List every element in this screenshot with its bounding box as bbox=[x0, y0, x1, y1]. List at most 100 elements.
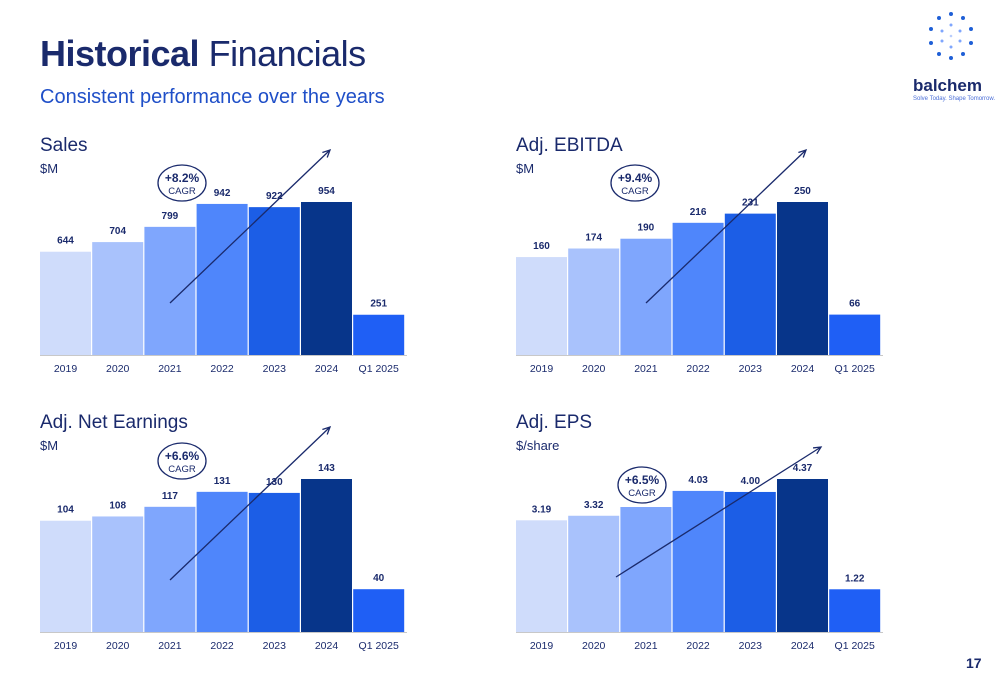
page-number: 17 bbox=[966, 655, 982, 671]
cagr-label: CAGR bbox=[621, 186, 649, 197]
cagr-label: CAGR bbox=[168, 464, 196, 475]
tick-label: 2024 bbox=[315, 640, 339, 652]
chart-adj-ebitda: 1602019174202019020212162022231202325020… bbox=[516, 135, 976, 385]
bar bbox=[829, 589, 881, 632]
tick-label: 2021 bbox=[634, 363, 658, 375]
chart-unit: $M bbox=[40, 161, 59, 176]
cagr-value: +6.6% bbox=[165, 449, 200, 463]
bar bbox=[568, 248, 620, 355]
cagr-label: CAGR bbox=[628, 488, 656, 499]
data-label: 190 bbox=[638, 223, 655, 234]
chart-title: Adj. EBITDA bbox=[516, 135, 623, 156]
data-label: 104 bbox=[57, 505, 74, 516]
data-label: 130 bbox=[266, 477, 283, 488]
chart-adj-eps: 3.1920193.3220203.5720214.0320224.002023… bbox=[516, 412, 976, 662]
bar bbox=[92, 516, 144, 632]
tick-label: 2022 bbox=[210, 640, 234, 652]
trend-arrow bbox=[645, 149, 807, 304]
bar bbox=[40, 520, 91, 632]
trend-arrow bbox=[169, 426, 331, 581]
tick-label: 2019 bbox=[54, 363, 78, 375]
chart-sales-svg: 644 2019 704 2020 799 2021 942 2022 922 2023 954 20… bbox=[40, 148, 407, 375]
tick-label: 2021 bbox=[634, 640, 658, 652]
tick-label: 2023 bbox=[739, 363, 763, 375]
bar bbox=[777, 202, 828, 355]
tick-label: 2021 bbox=[158, 363, 182, 375]
data-label: 216 bbox=[690, 207, 707, 218]
tick-label: 2021 bbox=[158, 640, 182, 652]
data-label: 644 bbox=[57, 236, 74, 247]
bar bbox=[196, 491, 248, 632]
data-label: 66 bbox=[849, 299, 861, 310]
bar bbox=[353, 589, 405, 632]
data-label: 143 bbox=[318, 463, 335, 474]
chart-unit: $M bbox=[40, 438, 59, 453]
logo-tagline: Solve Today. Shape Tomorrow. bbox=[913, 96, 996, 102]
data-label: 942 bbox=[214, 188, 231, 199]
bar bbox=[672, 222, 724, 355]
page-title-rest: Financials bbox=[208, 33, 367, 74]
chart-title: Adj. EPS bbox=[516, 412, 593, 433]
bar bbox=[777, 479, 828, 632]
cagr-badge bbox=[157, 164, 207, 202]
chart-adj-ebitda-svg: 1602019174202019020212162022231202325020… bbox=[516, 148, 883, 375]
page-title: Historical Financials bbox=[40, 33, 366, 75]
data-label: 799 bbox=[162, 211, 179, 222]
bar bbox=[829, 314, 881, 355]
bar bbox=[724, 491, 776, 632]
tick-label: 2020 bbox=[106, 363, 130, 375]
chart-sales: 644 2019 704 2020 799 2021 942 2022 922 2023 954 20… bbox=[40, 135, 500, 385]
bar bbox=[724, 213, 776, 355]
data-label: 704 bbox=[109, 226, 126, 237]
chart-adj-net-earnings-svg: 104 2019 108 2020 117 2021 131 2022 130 2023 143 20… bbox=[40, 425, 407, 652]
bar bbox=[40, 251, 91, 355]
tick-label: 2019 bbox=[54, 640, 78, 652]
tick-label: 2022 bbox=[686, 363, 710, 375]
data-label: 117 bbox=[162, 491, 179, 502]
cagr-value: +9.4% bbox=[618, 171, 653, 185]
cagr-badge bbox=[617, 466, 667, 504]
tick-label: 2020 bbox=[582, 640, 606, 652]
tick-label: 2020 bbox=[106, 640, 130, 652]
cagr-label: CAGR bbox=[168, 186, 196, 197]
bar bbox=[92, 242, 144, 355]
data-label: 40 bbox=[373, 573, 385, 584]
bar bbox=[568, 515, 620, 632]
logo-dots-icon bbox=[929, 12, 973, 60]
bar bbox=[353, 314, 405, 355]
tick-label: Q1 2025 bbox=[835, 363, 875, 375]
trend-arrow bbox=[615, 446, 822, 578]
chart-adj-eps-svg: 3.1920193.3220203.5720214.0320224.002023… bbox=[516, 446, 883, 652]
data-label: 250 bbox=[794, 186, 811, 197]
trend-arrow bbox=[169, 149, 331, 304]
bar bbox=[144, 506, 196, 632]
bar bbox=[620, 238, 672, 355]
tick-label: 2024 bbox=[315, 363, 339, 375]
bar bbox=[301, 479, 352, 632]
bar bbox=[516, 520, 567, 632]
tick-label: 2024 bbox=[791, 363, 815, 375]
page-title-bold: Historical bbox=[40, 33, 200, 74]
chart-unit: $/share bbox=[516, 438, 560, 453]
cagr-badge bbox=[157, 442, 207, 480]
data-label: 174 bbox=[585, 233, 602, 244]
tick-label: 2020 bbox=[582, 363, 606, 375]
balchem-logo: balchem Solve Today. Shape Tomorrow. bbox=[905, 10, 997, 102]
data-label: 954 bbox=[318, 186, 335, 197]
chart-title: Adj. Net Earnings bbox=[40, 412, 188, 433]
tick-label: 2019 bbox=[530, 363, 554, 375]
cagr-value: +6.5% bbox=[625, 473, 660, 487]
trend-arrow-head bbox=[798, 148, 808, 158]
tick-label: Q1 2025 bbox=[359, 363, 399, 375]
data-label: 4.03 bbox=[688, 475, 708, 486]
data-label: 4.00 bbox=[741, 476, 761, 487]
logo-name: balchem bbox=[913, 76, 982, 95]
bar bbox=[301, 202, 352, 355]
tick-label: 2019 bbox=[530, 640, 554, 652]
page-subtitle: Consistent performance over the years bbox=[40, 86, 385, 108]
bar bbox=[516, 257, 567, 355]
cagr-badge bbox=[610, 164, 660, 202]
cagr-value: +8.2% bbox=[165, 171, 200, 185]
tick-label: 2023 bbox=[739, 640, 763, 652]
data-label: 3.19 bbox=[532, 504, 552, 515]
